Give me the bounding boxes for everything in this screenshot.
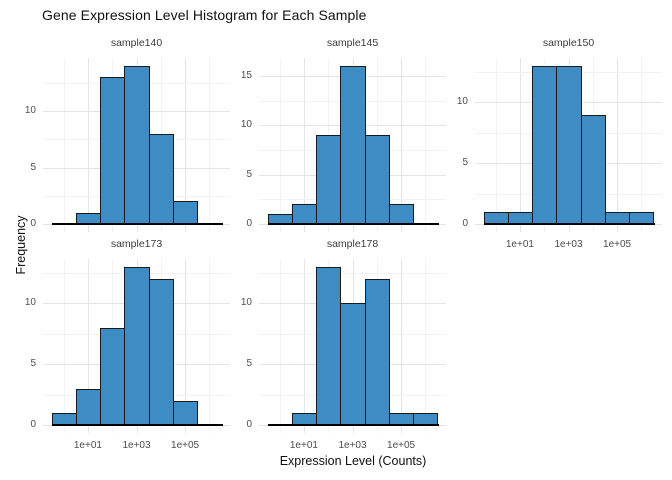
x-axis-title: Expression Level (Counts) bbox=[279, 454, 427, 468]
y-tick-label: 0 bbox=[462, 218, 468, 230]
grid-line-vertical-minor bbox=[63, 259, 65, 433]
histogram-bar bbox=[532, 65, 558, 226]
grid-line-vertical-minor bbox=[63, 58, 65, 232]
zero-line bbox=[483, 223, 655, 226]
zero-line bbox=[267, 424, 439, 427]
x-tick-label: 1e+01 bbox=[289, 440, 318, 451]
y-tick-label: 5 bbox=[246, 168, 252, 180]
y-tick-label: 10 bbox=[240, 119, 252, 131]
y-tick-label: 0 bbox=[30, 218, 36, 230]
x-tick-label: 1e+05 bbox=[603, 239, 632, 250]
zero-line bbox=[267, 223, 439, 226]
histogram-bar bbox=[124, 266, 150, 427]
histogram-bar bbox=[172, 400, 199, 427]
x-tick-label: 1e+03 bbox=[338, 440, 367, 451]
x-tick-label: 1e+05 bbox=[171, 440, 200, 451]
facet-panel bbox=[43, 58, 230, 232]
y-tick-label: 10 bbox=[240, 297, 252, 309]
facet-strip-title: sample145 bbox=[326, 37, 379, 49]
histogram-bar bbox=[148, 133, 174, 226]
y-tick-label: 10 bbox=[456, 96, 468, 108]
zero-line bbox=[51, 223, 223, 226]
y-axis-title: Frequency bbox=[14, 215, 28, 275]
histogram-bar bbox=[172, 201, 199, 226]
y-tick-label: 5 bbox=[30, 161, 36, 173]
facet-strip-title: sample173 bbox=[110, 238, 163, 250]
grid-line-vertical-major bbox=[519, 58, 521, 232]
y-tick-label: 10 bbox=[24, 297, 36, 309]
histogram-bar bbox=[364, 279, 390, 427]
grid-line-vertical-minor bbox=[495, 58, 497, 232]
facet-panel bbox=[43, 259, 230, 433]
x-tick-label: 1e+01 bbox=[505, 239, 534, 250]
histogram-bar bbox=[291, 204, 318, 226]
y-tick-label: 5 bbox=[246, 358, 252, 370]
histogram-bar bbox=[340, 303, 366, 427]
x-tick-label: 1e+03 bbox=[554, 239, 583, 250]
grid-line-vertical-minor bbox=[279, 259, 281, 433]
x-tick-label: 1e+03 bbox=[122, 440, 151, 451]
grid-line-vertical-major bbox=[185, 58, 187, 232]
y-tick-label: 10 bbox=[24, 105, 36, 117]
histogram-bar bbox=[316, 266, 342, 427]
histogram-bar bbox=[124, 65, 150, 226]
histogram-bar bbox=[388, 204, 415, 226]
y-tick-label: 5 bbox=[30, 358, 36, 370]
histogram-bar bbox=[580, 114, 606, 226]
facet-panel bbox=[259, 58, 446, 232]
zero-line bbox=[51, 424, 223, 427]
y-tick-label: 0 bbox=[30, 419, 36, 431]
histogram-bar bbox=[100, 77, 126, 226]
grid-line-vertical-major bbox=[87, 259, 89, 433]
histogram-bar bbox=[340, 65, 366, 226]
y-tick-label: 15 bbox=[240, 69, 252, 81]
grid-line-horizontal-minor bbox=[259, 272, 446, 274]
x-tick-label: 1e+01 bbox=[73, 440, 102, 451]
grid-line-vertical-major bbox=[185, 259, 187, 433]
facet-strip-title: sample178 bbox=[326, 238, 379, 250]
chart-title: Gene Expression Level Histogram for Each… bbox=[42, 7, 367, 23]
histogram-bar bbox=[75, 388, 102, 427]
grid-line-vertical-major bbox=[401, 58, 403, 232]
histogram-bar bbox=[100, 327, 126, 427]
facet-panel bbox=[475, 58, 662, 232]
x-tick-label: 1e+05 bbox=[387, 440, 416, 451]
grid-line-vertical-minor bbox=[641, 58, 643, 232]
facet-panel bbox=[259, 259, 446, 433]
grid-line-vertical-minor bbox=[279, 58, 281, 232]
histogram-bar bbox=[148, 279, 174, 427]
histogram-bar bbox=[316, 135, 342, 226]
grid-line-vertical-major bbox=[303, 259, 305, 433]
facet-strip-title: sample150 bbox=[542, 37, 595, 49]
grid-line-vertical-minor bbox=[209, 259, 211, 433]
grid-line-vertical-major bbox=[401, 259, 403, 433]
grid-line-vertical-minor bbox=[425, 58, 427, 232]
grid-line-vertical-minor bbox=[425, 259, 427, 433]
grid-line-vertical-major bbox=[617, 58, 619, 232]
y-tick-label: 0 bbox=[246, 419, 252, 431]
histogram-bar bbox=[556, 65, 582, 226]
y-tick-label: 5 bbox=[462, 157, 468, 169]
histogram-bar bbox=[364, 135, 390, 226]
y-tick-label: 0 bbox=[246, 218, 252, 230]
grid-line-vertical-minor bbox=[209, 58, 211, 232]
grid-line-vertical-major bbox=[303, 58, 305, 232]
facet-strip-title: sample140 bbox=[110, 37, 163, 49]
grid-line-vertical-major bbox=[87, 58, 89, 232]
